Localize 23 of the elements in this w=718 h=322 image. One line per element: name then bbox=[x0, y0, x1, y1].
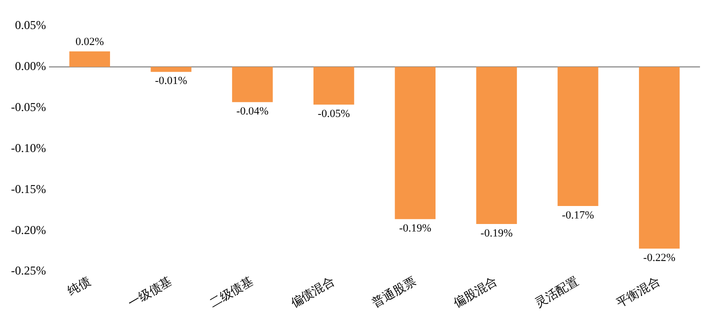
x-tick-label: 二级债基 bbox=[206, 274, 256, 310]
x-tick-label: 一级债基 bbox=[126, 274, 174, 310]
x-tick-label: 偏债混合 bbox=[288, 274, 337, 310]
y-tick-label: -0.20% bbox=[10, 222, 46, 237]
data-label: -0.19% bbox=[480, 227, 513, 240]
y-tick-label: -0.25% bbox=[10, 264, 46, 278]
data-label: -0.22% bbox=[643, 252, 676, 264]
data-label: 0.02% bbox=[75, 36, 104, 48]
data-label: -0.05% bbox=[318, 108, 350, 120]
y-tick-label: -0.15% bbox=[10, 182, 46, 196]
y-tick-label: 0.00% bbox=[14, 59, 46, 74]
data-label: -0.04% bbox=[236, 106, 268, 118]
y-tick-label: -0.10% bbox=[10, 140, 46, 155]
x-tick-label: 平衡混合 bbox=[614, 274, 662, 310]
x-tick-label: 灵活配置 bbox=[532, 274, 582, 310]
data-label: -0.17% bbox=[562, 209, 594, 222]
y-tick-label: -0.05% bbox=[10, 100, 46, 114]
x-tick-label: 普通股票 bbox=[370, 274, 418, 310]
data-label: -0.19% bbox=[399, 222, 432, 235]
data-label: -0.01% bbox=[155, 75, 188, 88]
y-tick-label: 0.05% bbox=[14, 18, 46, 32]
x-tick-label: 纯债 bbox=[64, 274, 93, 298]
x-tick-label: 偏股混合 bbox=[451, 274, 500, 310]
